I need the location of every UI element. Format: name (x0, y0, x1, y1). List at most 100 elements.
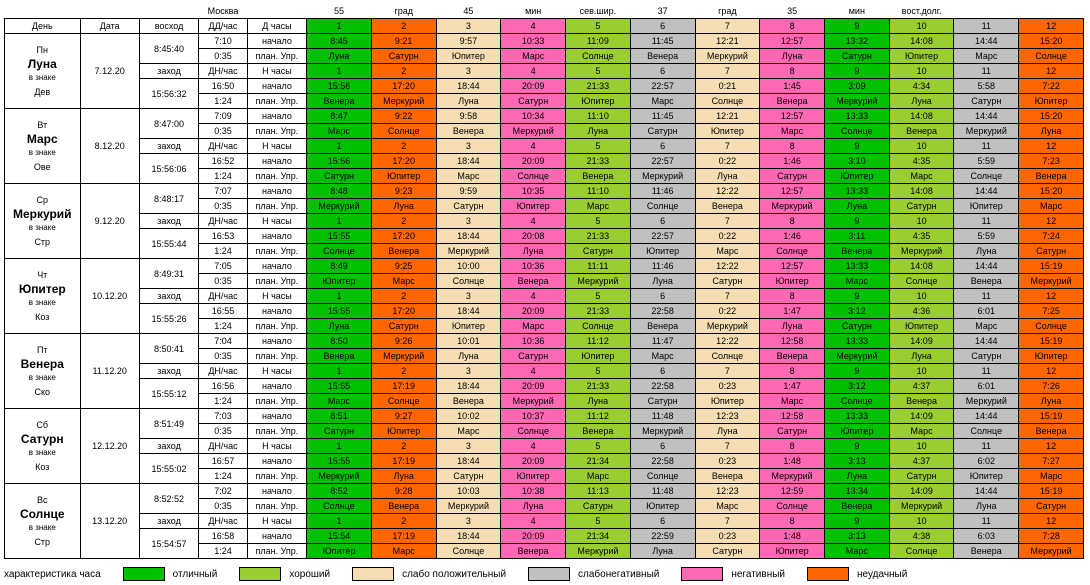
d0-r2-9: Юпитер (889, 49, 954, 64)
day-cell-3: ЧтЮпитерв знакеКоз (5, 259, 81, 334)
d2-nh-3: 4 (501, 214, 566, 229)
d5-r2-7: Сатурн (760, 424, 825, 439)
d4-r3-7: 1:47 (760, 379, 825, 394)
d3-nh-8: 9 (824, 289, 889, 304)
d4-r1-10: 14:44 (954, 334, 1019, 349)
d0-r2-6: Меркурий (695, 49, 760, 64)
legend-label: характеристика часа (4, 569, 101, 580)
d6-r2-7: Солнце (760, 499, 825, 514)
d2-r2-9: Сатурн (889, 199, 954, 214)
d5-r3-7: 1:48 (760, 454, 825, 469)
d5-r3-9: 4:37 (889, 454, 954, 469)
d0-r4-11: Юпитер (1019, 94, 1084, 109)
coord-header-3: Москва (199, 4, 248, 19)
d5-nh-5: 6 (630, 439, 695, 454)
lab-plan: план. Упр. (247, 199, 306, 214)
date-1: 8.12.20 (80, 109, 139, 184)
legend-text-3: слабонегативный (578, 569, 659, 580)
dd-step-0: 0:35 (199, 49, 248, 64)
d6-nh-4: 5 (566, 514, 631, 529)
date-0: 7.12.20 (80, 34, 139, 109)
dd-step-1: 0:35 (199, 124, 248, 139)
col-header-4: Д часы (247, 19, 306, 34)
d4-r1-6: 12:22 (695, 334, 760, 349)
d3-r2-8: Марс (824, 274, 889, 289)
set-2: 15:55:44 (139, 229, 198, 259)
rise-5: 8:51:49 (139, 409, 198, 439)
d5-r2-2: Марс (436, 424, 501, 439)
dn-step-2: 1:24 (199, 244, 248, 259)
d6-r1-8: 13:34 (824, 484, 889, 499)
d5-r4-7: Меркурий (760, 469, 825, 484)
d1-nh-0: 1 (307, 139, 372, 154)
d6-r3-5: 22:59 (630, 529, 695, 544)
d4-r3-5: 22:58 (630, 379, 695, 394)
d2-r1-11: 15:20 (1019, 184, 1084, 199)
set-label-6: заход (139, 514, 198, 529)
lab-start-n: начало (247, 304, 306, 319)
lab-start: начало (247, 484, 306, 499)
d5-r2-11: Венера (1019, 424, 1084, 439)
d5-r3-8: 3:13 (824, 454, 889, 469)
d1-r4-1: Юпитер (371, 169, 436, 184)
d0-r3-11: 7:22 (1019, 79, 1084, 94)
d1-r4-5: Меркурий (630, 169, 695, 184)
d3-r1-10: 14:44 (954, 259, 1019, 274)
d3-r1-9: 14:08 (889, 259, 954, 274)
d1-nh-9: 10 (889, 139, 954, 154)
nhours-label-2: Н часы (247, 214, 306, 229)
d0-r4-4: Юпитер (566, 94, 631, 109)
d6-r1-3: 10:38 (501, 484, 566, 499)
nhours-label-6: Н часы (247, 514, 306, 529)
d2-r2-2: Сатурн (436, 199, 501, 214)
rise-3: 8:49:31 (139, 259, 198, 289)
d5-r1-4: 11:12 (566, 409, 631, 424)
d3-r2-1: Марс (371, 274, 436, 289)
lab-start-n: начало (247, 154, 306, 169)
lab-start-n: начало (247, 529, 306, 544)
d4-r2-9: Луна (889, 349, 954, 364)
d6-r4-0: Юпитер (307, 544, 372, 559)
coord-header-8: мин (501, 4, 566, 19)
d3-r4-7: Луна (760, 319, 825, 334)
d5-r1-1: 9:27 (371, 409, 436, 424)
d2-r4-4: Сатурн (566, 244, 631, 259)
d4-nh-3: 4 (501, 364, 566, 379)
d0-nh-1: 2 (371, 64, 436, 79)
d0-r1-4: 11:09 (566, 34, 631, 49)
d3-r3-6: 0:22 (695, 304, 760, 319)
d6-r3-2: 18:44 (436, 529, 501, 544)
d5-nh-6: 7 (695, 439, 760, 454)
d2-r4-3: Луна (501, 244, 566, 259)
d6-r2-0: Солнце (307, 499, 372, 514)
d2-r2-4: Марс (566, 199, 631, 214)
d0-r1-8: 13:32 (824, 34, 889, 49)
d4-r1-1: 9:26 (371, 334, 436, 349)
dd-dur-6: 7:02 (199, 484, 248, 499)
d6-r2-10: Луна (954, 499, 1019, 514)
col-header-8: 4 (501, 19, 566, 34)
d5-r1-3: 10:37 (501, 409, 566, 424)
d4-r3-10: 6:01 (954, 379, 1019, 394)
d2-r4-5: Юпитер (630, 244, 695, 259)
rise-1: 8:47:00 (139, 109, 198, 139)
d2-nh-8: 9 (824, 214, 889, 229)
d1-r2-10: Меркурий (954, 124, 1019, 139)
d1-r1-3: 10:34 (501, 109, 566, 124)
d1-r4-9: Марс (889, 169, 954, 184)
d5-r4-3: Юпитер (501, 469, 566, 484)
legend-text-2: слабо положительный (402, 569, 506, 580)
lab-plan: план. Упр. (247, 49, 306, 64)
rise-6: 8:52:52 (139, 484, 198, 514)
day-cell-6: ВсСолнцев знакеСтр (5, 484, 81, 559)
coord-header-13: мин (824, 4, 889, 19)
d2-nh-10: 11 (954, 214, 1019, 229)
col-header-12: 8 (760, 19, 825, 34)
dd-dur-4: 7:04 (199, 334, 248, 349)
coord-header-6: град (371, 4, 436, 19)
d0-nh-0: 1 (307, 64, 372, 79)
d6-nh-8: 9 (824, 514, 889, 529)
d6-r3-4: 21:34 (566, 529, 631, 544)
d3-r3-9: 4:36 (889, 304, 954, 319)
lab-plan: план. Упр. (247, 499, 306, 514)
